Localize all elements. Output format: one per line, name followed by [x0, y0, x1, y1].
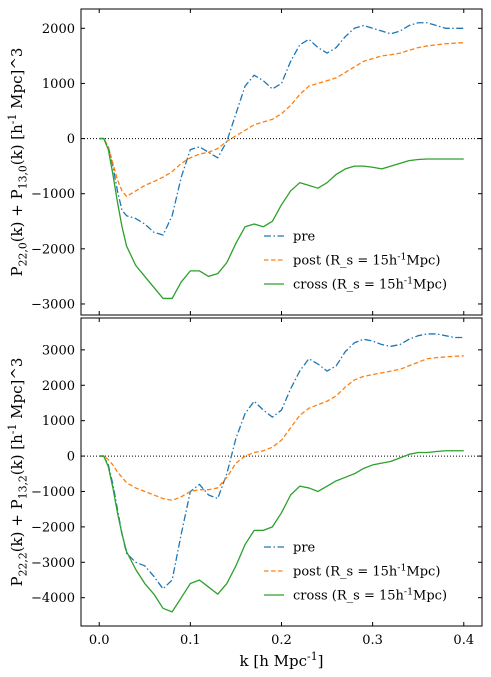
series-line-cross — [99, 137, 464, 300]
legend-label-post: post (R_s = 15h-1Mpc) — [293, 251, 440, 268]
x-tick-label: 0.0 — [89, 633, 110, 648]
bottom-panel: 0.0 0.1 0.2 0.3 0.4 −4000 −3000 −2000 −1000 0 1000… — [6, 317, 483, 670]
y-tick-label: −3000 — [31, 556, 75, 571]
legend: pre post (R_s = 15h-1Mpc) cross (R_s = 15h… — [264, 541, 447, 604]
y-tick-label: −4000 — [31, 591, 75, 606]
legend-label-post: post (R_s = 15h-1Mpc) — [293, 562, 440, 579]
y-tick-label: −3000 — [31, 297, 75, 312]
legend: pre post (R_s = 15h-1Mpc) cross (R_s = 15h… — [264, 230, 447, 293]
y-tick-label: 1000 — [42, 414, 75, 429]
series-line-cross — [99, 450, 464, 613]
series-line-post — [99, 41, 464, 198]
top-panel: −3000 −2000 −1000 0 1000 2000 P22,0(k) + P13,0… — [6, 8, 483, 316]
legend-label-pre: pre — [293, 541, 316, 556]
y-tick-label: 1000 — [42, 77, 75, 92]
x-axis-label: k [h Mpc-1] — [240, 650, 324, 670]
legend-label-cross: cross (R_s = 15h-1Mpc) — [293, 275, 447, 292]
series-line-post — [99, 355, 464, 501]
y-tick-label: 3000 — [42, 343, 75, 358]
y-tick-label: 0 — [67, 450, 75, 465]
legend-label-cross: cross (R_s = 15h-1Mpc) — [293, 586, 447, 603]
x-tick-label: 0.1 — [180, 633, 201, 648]
y-tick-label: 0 — [67, 132, 75, 147]
y-tick-label: −2000 — [31, 242, 75, 257]
series-line-pre — [99, 22, 464, 236]
x-tick-label: 0.3 — [362, 633, 383, 648]
series-line-pre — [99, 333, 464, 590]
y-tick-label: 2000 — [42, 22, 75, 37]
x-tick-label: 0.4 — [453, 633, 474, 648]
y-axis-label: P22,2(k) + P13,2(k) [h-1 Mpc]^3 — [6, 358, 30, 587]
y-axis-label: P22,0(k) + P13,0(k) [h-1 Mpc]^3 — [6, 48, 30, 277]
x-tick-label: 0.2 — [271, 633, 292, 648]
axes-frame — [80, 8, 483, 316]
y-tick-label: −1000 — [31, 485, 75, 500]
y-tick-label: 2000 — [42, 379, 75, 394]
legend-label-pre: pre — [293, 230, 316, 245]
y-tick-label: −1000 — [31, 187, 75, 202]
y-tick-label: −2000 — [31, 520, 75, 535]
axes-frame — [80, 317, 483, 627]
